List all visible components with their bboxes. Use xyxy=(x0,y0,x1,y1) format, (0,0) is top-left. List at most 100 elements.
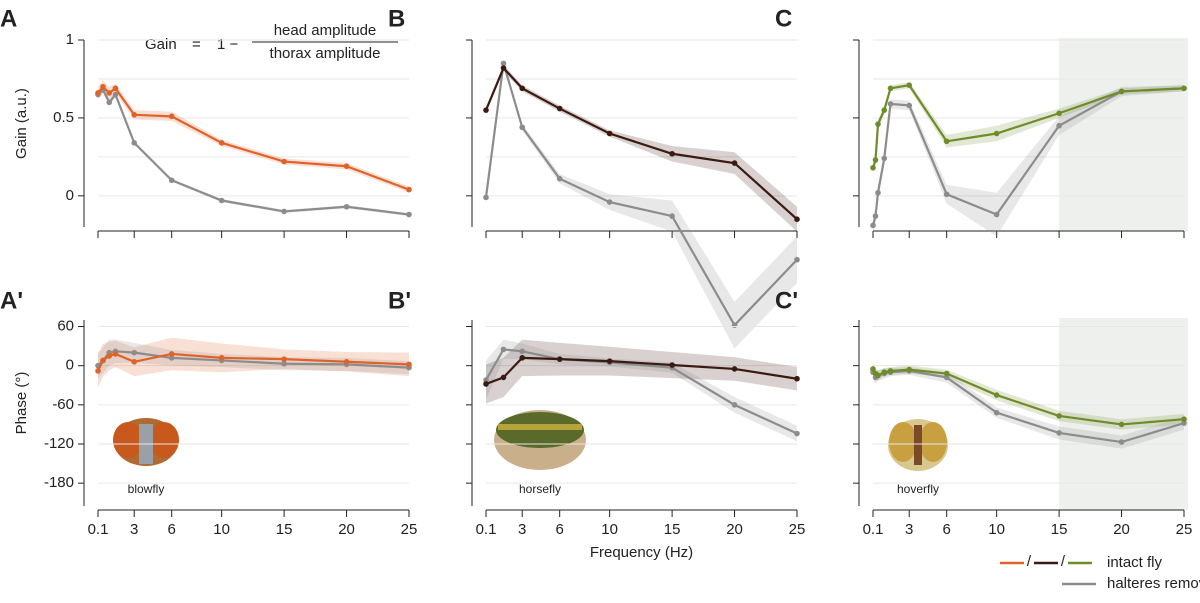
x-tick-label: 0.1 xyxy=(476,521,497,538)
data-point xyxy=(794,216,800,223)
data-point xyxy=(483,381,489,387)
data-point xyxy=(872,157,879,163)
x-tick-label: 10 xyxy=(213,521,230,538)
x-tick-label: 6 xyxy=(943,521,951,538)
panel-label: C xyxy=(775,5,792,32)
data-point xyxy=(943,370,950,377)
data-point xyxy=(95,90,101,96)
data-point xyxy=(1181,416,1187,423)
data-point xyxy=(881,107,888,113)
data-point xyxy=(794,375,800,382)
data-point xyxy=(281,158,287,165)
blowfly-icon xyxy=(113,418,179,466)
data-point xyxy=(669,213,675,219)
data-point xyxy=(281,356,287,362)
horsefly-icon xyxy=(494,410,586,470)
x-tick-label: 10 xyxy=(988,521,1005,538)
x-tick-label: 25 xyxy=(1176,521,1193,538)
data-point xyxy=(669,150,675,157)
y-tick-label: -180 xyxy=(44,474,74,491)
data-point xyxy=(483,107,489,113)
hoverfly-icon xyxy=(888,419,948,471)
data-point xyxy=(731,366,738,372)
data-point xyxy=(870,222,876,229)
data-point xyxy=(943,374,950,381)
data-point xyxy=(112,85,119,92)
y-axis-label: Phase (°) xyxy=(13,372,30,435)
x-tick-label: 25 xyxy=(789,521,806,538)
panel-label: B xyxy=(388,5,405,32)
data-point xyxy=(993,392,1000,398)
y-tick-label: -60 xyxy=(52,396,74,413)
series-line xyxy=(484,66,798,221)
data-point xyxy=(500,374,507,381)
formula-numerator: head amplitude xyxy=(274,22,377,39)
data-point xyxy=(100,357,106,364)
data-point xyxy=(993,211,1000,218)
y-tick-label: 60 xyxy=(57,317,74,334)
x-tick-label: 15 xyxy=(1051,521,1068,538)
data-point xyxy=(500,346,507,353)
y-tick-label: 0 xyxy=(66,187,74,204)
y-tick-label: 0.5 xyxy=(53,109,74,126)
data-point xyxy=(875,189,881,196)
data-point xyxy=(1118,439,1125,445)
data-point xyxy=(500,60,507,67)
error-band xyxy=(486,61,797,349)
data-point xyxy=(731,322,738,328)
data-point xyxy=(887,101,894,107)
error-band xyxy=(873,82,1184,173)
data-point xyxy=(794,256,800,263)
data-point xyxy=(131,112,138,118)
data-point xyxy=(343,203,350,210)
data-point xyxy=(1056,110,1062,117)
formula-lhs: Gain xyxy=(145,36,177,53)
error-band xyxy=(98,80,409,193)
data-point xyxy=(168,355,175,361)
data-point xyxy=(483,194,489,201)
data-point xyxy=(870,366,876,372)
data-point xyxy=(281,208,287,215)
data-point xyxy=(556,175,563,182)
data-point xyxy=(100,83,106,90)
data-point xyxy=(1181,420,1187,426)
data-point xyxy=(870,164,876,171)
formula-denominator: thorax amplitude xyxy=(270,45,381,62)
data-point xyxy=(943,191,950,198)
data-point xyxy=(519,124,526,131)
data-point xyxy=(794,430,800,437)
x-tick-label: 0.1 xyxy=(88,521,109,538)
data-point xyxy=(106,353,113,359)
series-line xyxy=(97,350,410,369)
data-point xyxy=(500,65,507,71)
error-band xyxy=(486,339,797,404)
data-point xyxy=(881,369,888,376)
data-point xyxy=(906,366,913,373)
data-point xyxy=(1056,122,1062,129)
series-line xyxy=(485,356,798,385)
data-point xyxy=(993,409,1000,416)
data-point xyxy=(887,85,894,92)
y-tick-label: -120 xyxy=(44,435,74,452)
data-point xyxy=(406,211,412,218)
data-point xyxy=(731,402,738,408)
x-tick-label: 3 xyxy=(905,521,913,538)
x-tick-label: 25 xyxy=(401,521,418,538)
data-point xyxy=(731,160,738,166)
data-point xyxy=(281,360,287,367)
series-line xyxy=(97,88,410,216)
x-tick-label: 0.1 xyxy=(863,521,884,538)
data-point xyxy=(218,140,225,146)
formula-eq: = xyxy=(192,36,201,53)
data-point xyxy=(131,358,138,365)
data-point xyxy=(1118,421,1125,428)
data-point xyxy=(218,355,225,361)
data-point xyxy=(669,362,675,368)
data-point xyxy=(556,356,563,362)
data-point xyxy=(875,121,881,127)
data-point xyxy=(406,361,412,368)
x-tick-label: 20 xyxy=(338,521,355,538)
data-point xyxy=(112,351,119,357)
data-point xyxy=(881,155,888,162)
